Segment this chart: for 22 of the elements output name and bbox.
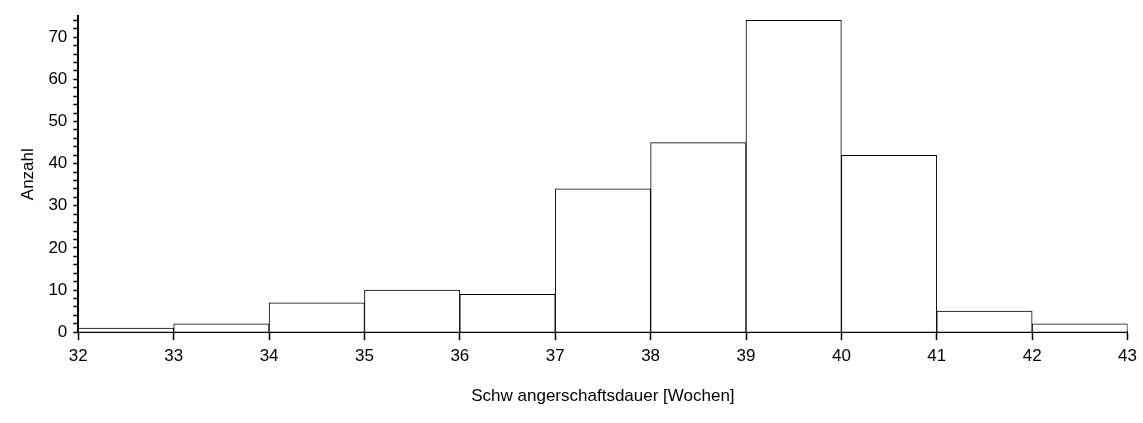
x-tick-label: 43 xyxy=(1118,346,1138,366)
y-tick-label: 0 xyxy=(57,321,68,341)
x-tick-label: 33 xyxy=(164,346,184,366)
x-axis-title: Schw angerschaftsdauer [Wochen] xyxy=(471,386,735,406)
y-tick-label: 10 xyxy=(48,279,68,299)
x-tick-label: 40 xyxy=(831,346,851,366)
x-tick-label: 32 xyxy=(68,346,88,366)
y-tick-label: 60 xyxy=(48,69,68,89)
y-axis-title: Anzahl xyxy=(17,148,37,201)
x-tick-label: 34 xyxy=(259,346,279,366)
y-tick-label: 30 xyxy=(48,195,68,215)
x-tick-label: 36 xyxy=(450,346,470,366)
x-tick-label: 38 xyxy=(641,346,661,366)
y-tick-label: 40 xyxy=(48,153,68,173)
x-tick-label: 41 xyxy=(927,346,947,366)
y-tick-label: 70 xyxy=(48,26,68,46)
x-tick-label: 37 xyxy=(545,346,565,366)
y-tick-label: 50 xyxy=(48,111,68,131)
x-tick-label: 42 xyxy=(1022,346,1042,366)
y-tick-label: 20 xyxy=(48,237,68,257)
x-tick-label: 39 xyxy=(736,346,756,366)
x-tick-label: 35 xyxy=(355,346,374,366)
